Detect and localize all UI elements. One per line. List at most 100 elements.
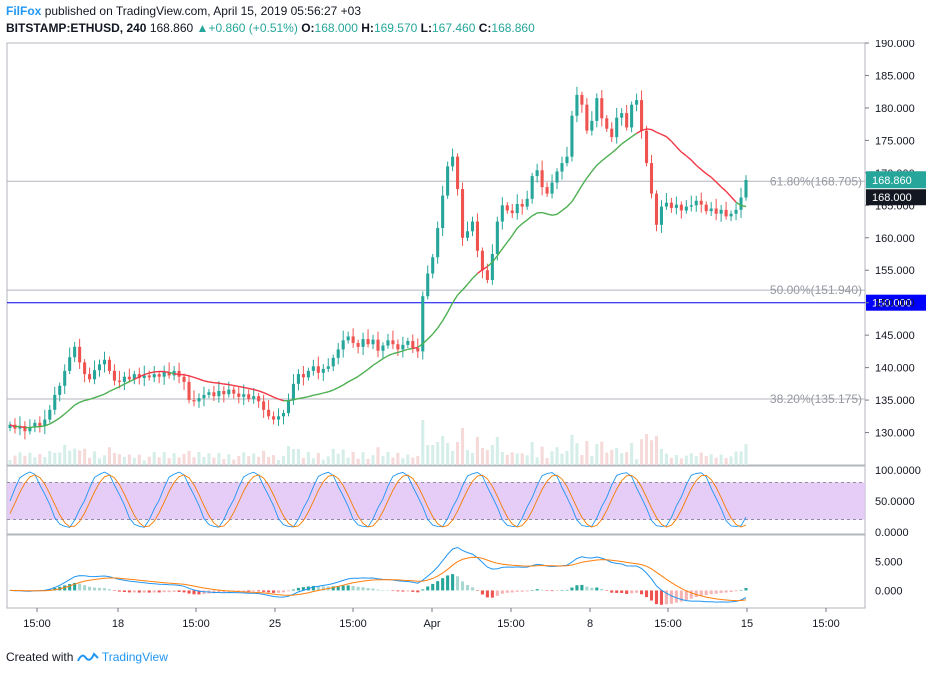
ma-segment (218, 382, 224, 385)
candle-body (232, 389, 236, 394)
candle-body (525, 198, 529, 207)
macd-histogram-bar (679, 590, 683, 602)
ma-segment (278, 398, 284, 402)
ma-segment (74, 401, 80, 406)
ma-segment (104, 390, 110, 395)
ma-segment (576, 185, 583, 195)
macd-histogram-bar (336, 586, 340, 591)
ma-segment (591, 164, 598, 172)
macd-histogram-bar (714, 590, 718, 594)
macd-histogram-bar (669, 590, 673, 604)
volume-bar (43, 457, 47, 465)
macd-tick-label: 0.000 (875, 585, 903, 597)
volume-bar (625, 452, 629, 465)
candle-body (48, 409, 52, 420)
ma-segment (248, 387, 254, 391)
ma-segment (477, 269, 483, 275)
ma-segment (626, 136, 633, 141)
candle-body (366, 339, 370, 345)
macd-histogram-bar (53, 587, 57, 591)
candle-body (281, 413, 286, 417)
volume-bar (729, 456, 733, 465)
ma-segment (193, 376, 200, 380)
macd-histogram-bar (595, 587, 599, 591)
axes[interactable]: 190.000185.000180.000175.000170.000165.0… (23, 40, 926, 630)
price-tick-label: 175.000 (875, 135, 915, 147)
volume-bar (336, 453, 340, 465)
macd-histogram-bar (167, 590, 171, 593)
macd-histogram-bar (257, 590, 261, 592)
candle-body (699, 200, 703, 205)
volume-bar (540, 446, 544, 465)
candle-body (187, 381, 191, 401)
moving-average (9, 128, 747, 429)
macd-histogram-bar (535, 589, 539, 591)
fib-levels[interactable]: 61.80%(168.705) 50.00%(151.940) 38.20%(135… (7, 174, 865, 406)
candle-body (426, 273, 430, 297)
macd-histogram-bar (729, 590, 733, 592)
candle-body (520, 204, 524, 207)
volume-bar (669, 457, 673, 465)
candle-body (490, 254, 494, 280)
macd-histogram-bar (78, 583, 82, 591)
macd-histogram-bar (540, 589, 544, 591)
candle-body (456, 156, 460, 190)
low-label: L: (420, 21, 432, 35)
ma-segment (129, 378, 135, 383)
volume-bar (490, 445, 494, 465)
volume-bar (217, 452, 221, 465)
ma-segment (521, 219, 528, 225)
stoch-d-line (9, 474, 747, 528)
candle-body (396, 344, 400, 350)
macd-histogram-bar (361, 587, 365, 591)
candle-body (505, 205, 509, 211)
symbol-label: BITSTAMP:ETHUSD, 240 (6, 21, 147, 35)
ma-segment (561, 206, 568, 212)
ma-segment (546, 213, 553, 216)
time-tick-label: 8 (587, 618, 593, 630)
macd-histogram-bar (694, 590, 698, 598)
price-tick-label: 130.000 (875, 428, 915, 440)
price-chart[interactable]: 61.80%(168.705) 50.00%(151.940) 38.20%(135… (0, 40, 939, 640)
ma-segment (208, 381, 215, 384)
tradingview-brand[interactable]: TradingView (101, 650, 168, 664)
ma-segment (526, 215, 533, 221)
macd-histogram-bar (127, 590, 131, 593)
ma-segment (457, 289, 464, 296)
macd-histogram-bar (446, 575, 450, 591)
ma-segment (412, 346, 418, 350)
support-price-label: 150.000 (872, 298, 912, 310)
candle-body (431, 257, 435, 274)
volume-bar (431, 445, 435, 465)
candle-body (207, 392, 211, 395)
candle-body (535, 170, 539, 177)
candle-body (73, 346, 77, 358)
candle-body (112, 370, 116, 381)
macd-histogram-bar (719, 590, 723, 593)
volume-bar (202, 457, 206, 465)
author-name[interactable]: FilFox (6, 4, 42, 18)
stoch-rsi-pane: 100.0000 50.0000 0.0000 (7, 465, 921, 539)
candle-body (197, 398, 201, 402)
macd-histogram-bar (371, 588, 375, 591)
candle-body (137, 374, 141, 379)
macd-histogram-bar (172, 590, 176, 592)
time-tick-label: 25 (269, 618, 281, 630)
macd-histogram-bar (709, 590, 713, 595)
ma-segment (432, 327, 439, 335)
candle-body (301, 374, 305, 378)
open-value: 168.000 (314, 21, 358, 35)
volume-bar (595, 444, 599, 465)
open-price-label: 168.000 (872, 192, 912, 204)
ma-segment (466, 277, 474, 285)
candle-body (331, 357, 335, 367)
volume-bar (734, 451, 738, 465)
published-text: published on TradingView.com, April 15, … (44, 4, 362, 18)
horizontal-line[interactable]: 150.000 (7, 294, 926, 311)
ma-segment (19, 425, 26, 429)
macd-histogram-bar (485, 590, 489, 598)
volume-bar (699, 452, 703, 465)
candle-body (252, 396, 256, 399)
stoch-band (7, 482, 865, 520)
macd-histogram-bar (500, 590, 504, 594)
